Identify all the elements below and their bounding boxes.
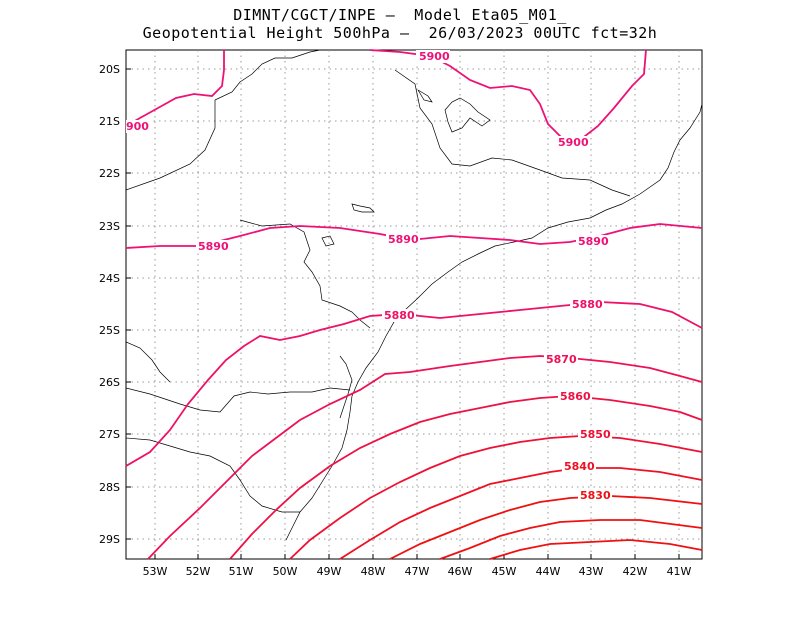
chart-subtitle: Geopotential Height 500hPa – 26/03/2023 …: [142, 24, 658, 42]
label-bg: [126, 120, 150, 133]
contour-5900-west: [125, 50, 225, 127]
lon-tick-label: 52W: [186, 565, 211, 578]
label-bg: [576, 235, 610, 248]
reservoir-3: [417, 89, 433, 103]
coastline: [285, 103, 703, 541]
lon-tick-label: 43W: [579, 565, 604, 578]
state-border-ms-pr: [125, 341, 171, 383]
label-bg: [382, 309, 416, 322]
contour-label-5850: 5850: [580, 428, 611, 441]
state-border-pr-sc: [125, 387, 351, 413]
label-bg: [556, 136, 590, 149]
label-bg: [386, 233, 420, 246]
lon-tick-label: 49W: [317, 565, 342, 578]
contour-5820: [439, 519, 703, 560]
contour-label-5870: 5870: [546, 353, 577, 366]
contour-lines: [125, 49, 703, 560]
label-bg: [544, 353, 578, 366]
label-bg: [558, 390, 592, 403]
lon-tick-label: 41W: [667, 565, 692, 578]
contour-labels: 5900 900 5900 5890 5890 5890 5880 5880 5…: [126, 50, 612, 502]
lon-tick-label: 46W: [448, 565, 473, 578]
lat-tick-label: 27S: [99, 428, 120, 441]
contour-label-5890-a: 5890: [198, 240, 229, 253]
contour-label-5890-c: 5890: [578, 235, 609, 248]
coastline-and-borders: [125, 49, 703, 541]
contour-label-5880-b: 5880: [572, 298, 603, 311]
contour-label-5900-left: 900: [126, 120, 149, 133]
state-border-sp-pr: [239, 219, 371, 329]
state-border-sp-mg-rj: [394, 69, 631, 197]
label-bg: [196, 240, 230, 253]
reservoir-1: [351, 203, 375, 213]
lon-tick-label: 45W: [492, 565, 517, 578]
lon-tick-label: 51W: [229, 565, 254, 578]
contour-label-5900-right: 5900: [558, 136, 589, 149]
state-border-mg-sp: [125, 49, 321, 191]
lat-tick-label: 25S: [99, 324, 120, 337]
label-bg: [578, 428, 612, 441]
lat-tick-label: 29S: [99, 533, 120, 546]
lagoon-coast: [339, 355, 353, 419]
label-bg: [416, 50, 450, 63]
chart-title: DIMNT/CGCT/INPE – Model Eta05_M01_: [233, 6, 567, 24]
contour-label-5840: 5840: [564, 460, 595, 473]
contour-5840: [339, 467, 703, 560]
label-bg: [562, 460, 596, 473]
contour-5830: [389, 495, 703, 560]
lon-tick-label: 42W: [623, 565, 648, 578]
contour-5870: [147, 355, 703, 560]
label-bg: [578, 489, 612, 502]
contour-label-5900-top: 5900: [419, 50, 450, 63]
contour-label-5880-a: 5880: [384, 309, 415, 322]
contour-5850: [289, 435, 703, 560]
lon-tick-label: 50W: [273, 565, 298, 578]
label-bg: [570, 298, 604, 311]
contour-5890: [125, 223, 703, 249]
lake-furnas: [444, 97, 491, 133]
lat-tick-label: 26S: [99, 376, 120, 389]
lat-tick-label: 21S: [99, 115, 120, 128]
lat-tick-label: 24S: [99, 272, 120, 285]
contour-5860: [229, 395, 703, 560]
lat-tick-label: 23S: [99, 220, 120, 233]
lon-tick-label: 44W: [536, 565, 561, 578]
plot-frame: [125, 49, 703, 560]
contour-5810: [489, 539, 703, 560]
reservoir-2: [321, 235, 335, 247]
lon-tick-label: 47W: [405, 565, 430, 578]
lat-tick-label: 22S: [99, 167, 120, 180]
lat-tick-label: 20S: [99, 63, 120, 76]
contour-label-5830: 5830: [580, 489, 611, 502]
lon-tick-label: 48W: [361, 565, 386, 578]
tick-labels: 20S 21S 22S 23S 24S 25S 26S 27S 28S 29S 53W 52W 51W 5…: [99, 63, 692, 578]
lat-tick-label: 28S: [99, 481, 120, 494]
contour-label-5890-b: 5890: [388, 233, 419, 246]
lon-tick-label: 53W: [143, 565, 168, 578]
contour-label-5860: 5860: [560, 390, 591, 403]
state-border-sc-rs: [125, 437, 300, 513]
